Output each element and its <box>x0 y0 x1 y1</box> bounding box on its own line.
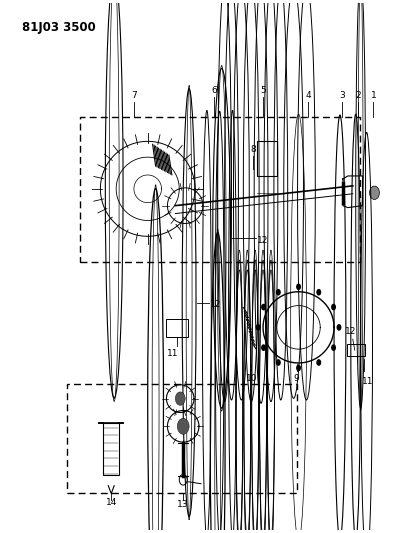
Text: 3: 3 <box>339 91 345 100</box>
Circle shape <box>370 186 379 199</box>
Text: 12: 12 <box>345 327 357 336</box>
Text: 13: 13 <box>177 499 189 508</box>
Text: 4: 4 <box>306 91 311 100</box>
Circle shape <box>331 304 336 310</box>
Bar <box>347 344 364 356</box>
Text: 11: 11 <box>167 349 178 358</box>
Circle shape <box>256 324 260 330</box>
Circle shape <box>316 359 321 366</box>
Text: 1: 1 <box>371 91 376 100</box>
Circle shape <box>276 289 281 296</box>
Bar <box>103 423 119 475</box>
Text: 14: 14 <box>106 498 117 506</box>
Text: 5: 5 <box>260 86 266 95</box>
Circle shape <box>261 344 266 351</box>
Text: 81J03 3500: 81J03 3500 <box>22 21 96 34</box>
Text: 7: 7 <box>131 91 137 100</box>
Text: 11: 11 <box>362 377 373 386</box>
Bar <box>67 384 297 492</box>
Circle shape <box>175 392 185 405</box>
Circle shape <box>261 304 266 310</box>
Bar <box>80 117 360 262</box>
Bar <box>166 319 188 337</box>
Bar <box>257 141 277 176</box>
Text: 10: 10 <box>245 374 257 383</box>
Circle shape <box>276 359 281 366</box>
Text: 8: 8 <box>250 145 256 154</box>
Text: 2: 2 <box>355 91 361 100</box>
Text: 9: 9 <box>294 374 299 383</box>
Circle shape <box>296 365 301 372</box>
Text: 6: 6 <box>211 86 217 95</box>
Text: 12: 12 <box>257 236 269 245</box>
Circle shape <box>177 418 189 434</box>
Circle shape <box>331 344 336 351</box>
Text: 12: 12 <box>210 300 221 309</box>
Circle shape <box>296 284 301 290</box>
Circle shape <box>316 289 321 296</box>
Circle shape <box>336 324 342 330</box>
